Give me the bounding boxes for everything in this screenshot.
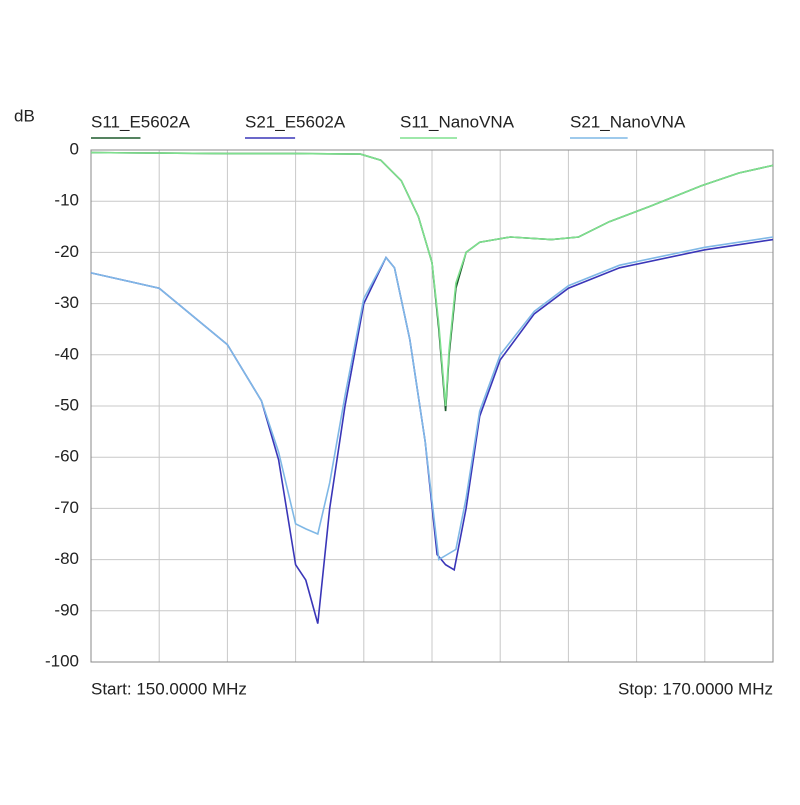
y-tick-label: -50 — [54, 395, 79, 414]
y-tick-label: -80 — [54, 549, 79, 568]
plot-border — [90, 149, 774, 663]
y-tick-label: -90 — [54, 600, 79, 619]
legend-label: S21_NanoVNA — [570, 112, 686, 131]
series-line — [90, 151, 774, 407]
y-tick-label: -100 — [45, 651, 79, 670]
y-tick-label: 0 — [70, 139, 79, 158]
y-tick-label: -40 — [54, 344, 79, 363]
y-tick-label: -30 — [54, 293, 79, 312]
y-tick-label: -70 — [54, 498, 79, 517]
legend-label: S11_NanoVNA — [400, 112, 515, 131]
series-line — [90, 236, 774, 561]
legend-label: S21_E5602A — [245, 112, 346, 131]
y-tick-label: -10 — [54, 191, 79, 210]
y-tick-label: -20 — [54, 242, 79, 261]
start-label: Start: 150.0000 MHz — [91, 679, 247, 698]
stop-label: Stop: 170.0000 MHz — [618, 679, 773, 698]
y-axis-label: dB — [14, 106, 35, 125]
y-tick-label: -60 — [54, 447, 79, 466]
legend-label: S11_E5602A — [91, 112, 191, 131]
